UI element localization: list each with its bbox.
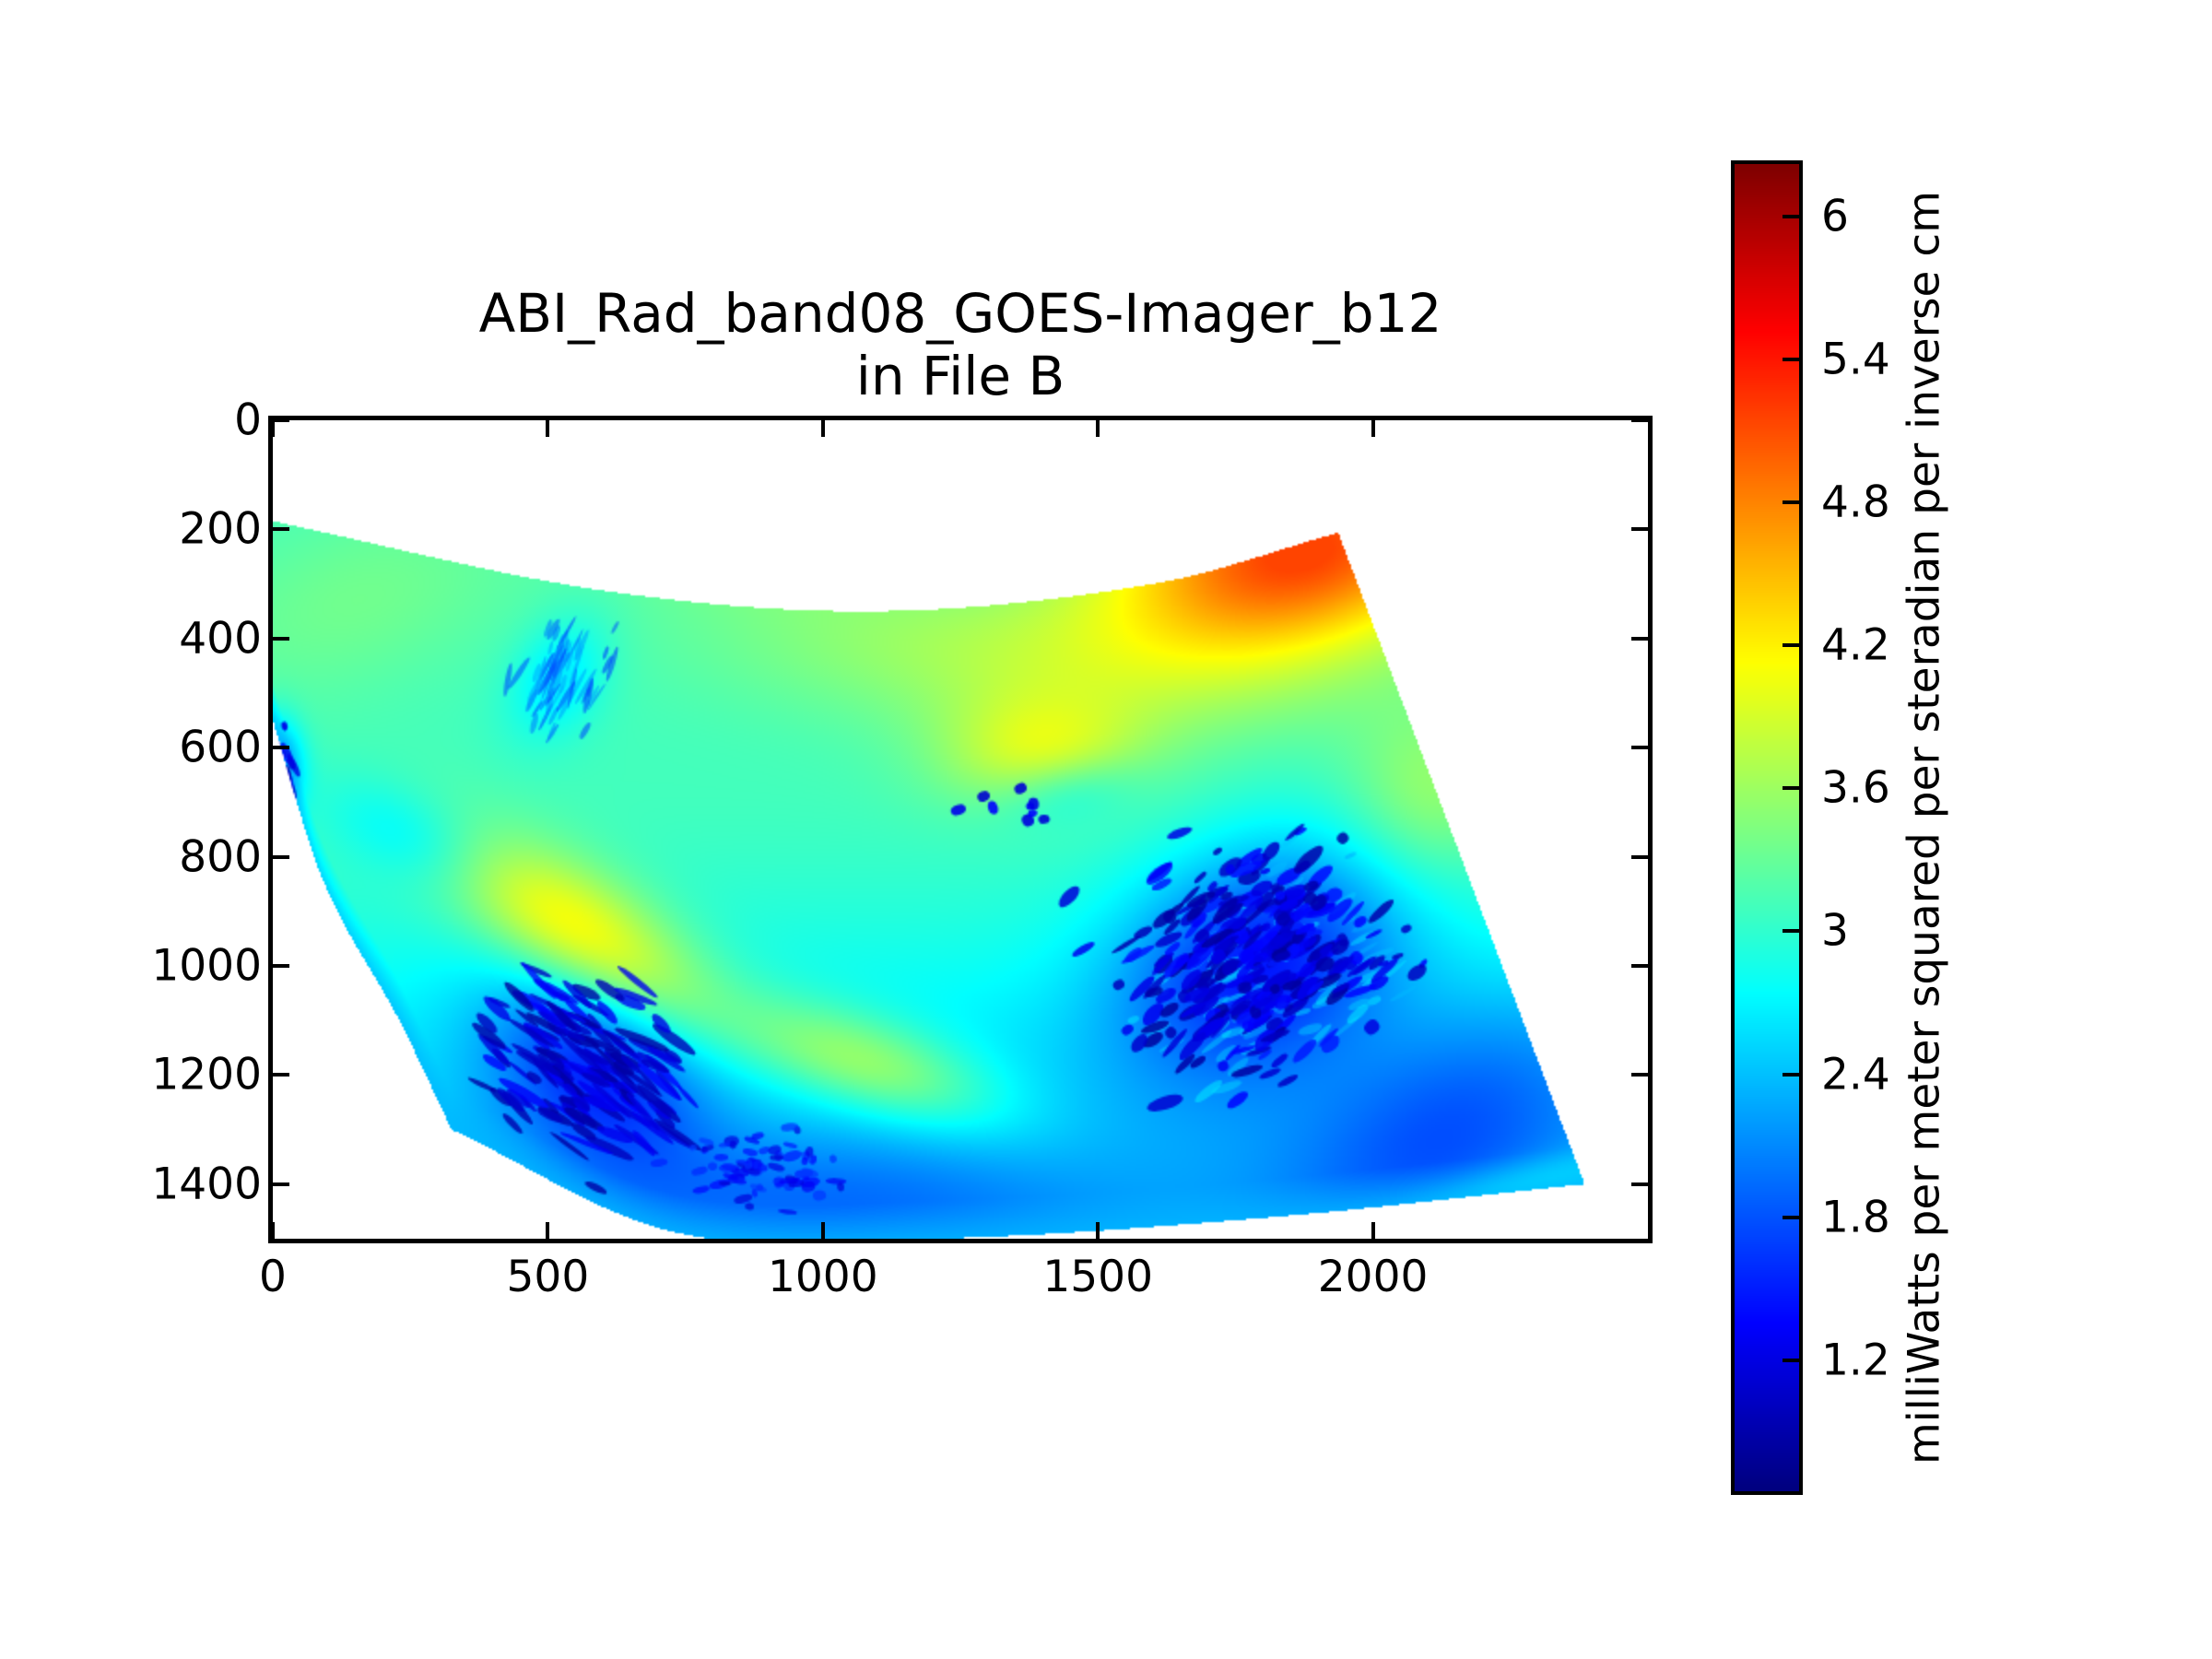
y-tick-mark-right bbox=[1631, 1182, 1648, 1186]
y-tick-mark-right bbox=[1631, 527, 1648, 532]
colorbar-tick-label: 5.4 bbox=[1821, 334, 1890, 385]
y-tick-mark bbox=[273, 527, 289, 532]
colorbar-tick-mark bbox=[1783, 929, 1799, 934]
y-tick-mark bbox=[273, 636, 289, 641]
y-tick-label: 1000 bbox=[151, 940, 262, 992]
y-tick-mark bbox=[273, 746, 289, 750]
colorbar-tick-mark bbox=[1783, 1072, 1799, 1077]
colorbar-tick-label: 6 bbox=[1821, 191, 1849, 242]
colorbar-tick-label: 2.4 bbox=[1821, 1049, 1890, 1100]
plot-title: ABI_Rad_band08_GOES-Imager_b12 in File B bbox=[273, 282, 1648, 407]
x-tick-mark bbox=[820, 1222, 825, 1239]
y-tick-mark-right bbox=[1631, 854, 1648, 859]
x-tick-mark-top bbox=[1371, 420, 1375, 437]
colorbar-tick-label: 1.8 bbox=[1821, 1192, 1890, 1243]
x-tick-mark-top bbox=[546, 420, 550, 437]
y-tick-mark bbox=[273, 964, 289, 968]
colorbar bbox=[1731, 160, 1803, 1495]
colorbar-tick-mark bbox=[1783, 1215, 1799, 1219]
colorbar-tick-label: 4.8 bbox=[1821, 477, 1890, 528]
y-tick-label: 400 bbox=[179, 613, 262, 665]
colorbar-tick-mark bbox=[1783, 786, 1799, 791]
x-tick-label: 1000 bbox=[767, 1252, 878, 1302]
y-tick-mark bbox=[273, 1073, 289, 1077]
x-tick-mark-top bbox=[820, 420, 825, 437]
x-tick-label: 2000 bbox=[1317, 1252, 1429, 1302]
y-tick-mark-right bbox=[1631, 1073, 1648, 1077]
colorbar-tick-mark bbox=[1783, 1358, 1799, 1362]
x-tick-mark bbox=[1371, 1222, 1375, 1239]
colorbar-gradient-canvas bbox=[1735, 164, 1799, 1491]
x-tick-mark bbox=[546, 1222, 550, 1239]
y-tick-label: 0 bbox=[234, 394, 262, 446]
y-tick-mark-right bbox=[1631, 636, 1648, 641]
x-tick-mark-top bbox=[271, 420, 275, 437]
y-tick-mark-right bbox=[1631, 964, 1648, 968]
y-tick-label: 1200 bbox=[151, 1049, 262, 1100]
colorbar-axis-label: milliWatts per meter squared per steradi… bbox=[1899, 190, 1950, 1465]
y-tick-mark bbox=[273, 854, 289, 859]
plot-title-line2: in File B bbox=[855, 345, 1065, 407]
y-tick-mark-right bbox=[1631, 746, 1648, 750]
colorbar-tick-mark bbox=[1783, 643, 1799, 648]
y-tick-mark-right bbox=[1631, 418, 1648, 422]
y-tick-label: 800 bbox=[179, 831, 262, 883]
axes bbox=[268, 416, 1653, 1243]
y-tick-label: 1400 bbox=[151, 1159, 262, 1210]
x-tick-label: 1500 bbox=[1042, 1252, 1153, 1302]
colorbar-tick-mark bbox=[1783, 500, 1799, 505]
colorbar-tick-label: 3 bbox=[1821, 905, 1849, 957]
plot-title-line1: ABI_Rad_band08_GOES-Imager_b12 bbox=[478, 282, 1442, 345]
y-tick-label: 600 bbox=[179, 722, 262, 773]
colorbar-tick-label: 1.2 bbox=[1821, 1335, 1890, 1386]
x-tick-mark bbox=[271, 1222, 275, 1239]
x-tick-label: 0 bbox=[259, 1252, 287, 1302]
colorbar-tick-mark bbox=[1783, 357, 1799, 361]
y-tick-label: 200 bbox=[179, 503, 262, 555]
y-tick-mark bbox=[273, 1182, 289, 1186]
colorbar-tick-label: 4.2 bbox=[1821, 619, 1890, 671]
x-tick-mark-top bbox=[1096, 420, 1100, 437]
heatmap-canvas bbox=[273, 420, 1648, 1239]
colorbar-tick-label: 3.6 bbox=[1821, 762, 1890, 814]
x-tick-mark bbox=[1096, 1222, 1100, 1239]
x-tick-label: 500 bbox=[506, 1252, 590, 1302]
y-tick-mark bbox=[273, 418, 289, 422]
colorbar-tick-mark bbox=[1783, 214, 1799, 218]
